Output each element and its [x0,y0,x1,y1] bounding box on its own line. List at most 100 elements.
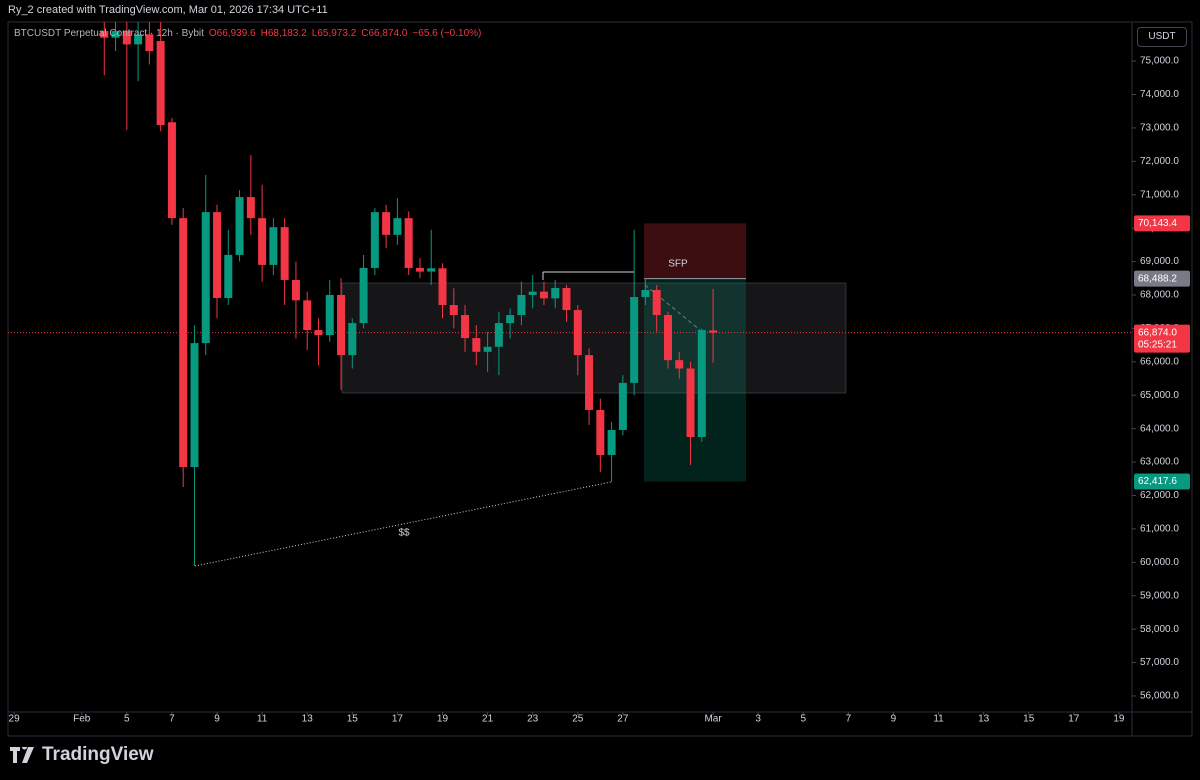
x-tick-label: Mar [704,714,722,725]
ohlc-value: L65,973.2 [311,28,357,39]
x-tick-label: 11 [933,714,944,725]
price-label: 66,874.0 [1138,327,1177,338]
candle-body [709,330,718,333]
price-label-box [1134,473,1190,490]
x-tick-label: 9 [891,714,897,725]
brand: TradingView [10,744,154,766]
price-label: 70,143.4 [1138,218,1177,229]
legend: BTCUSDT Perpetual Contract · 12h · Bybit… [14,28,481,39]
x-tick-label: 5 [124,714,130,725]
y-tick-label: 62,000.0 [1140,490,1179,501]
x-tick-label: 29 [9,714,21,725]
candle-body [506,315,515,324]
candle-body [269,227,278,265]
y-tick-label: 59,000.0 [1140,590,1179,601]
candle-body [483,346,492,352]
candle-body [618,382,627,430]
candle-body [145,34,154,52]
candle-body [314,330,323,336]
candle-body [494,323,503,347]
x-tick-label: 17 [392,714,404,725]
candle-body [348,323,357,356]
price-label-box [1134,324,1190,353]
y-tick-label: 63,000.0 [1140,457,1179,468]
candle-body [291,279,300,301]
candle-body [641,289,650,297]
candle-body [393,218,402,235]
x-tick-label: 19 [437,714,449,725]
ohlc-value: C66,874.0 [361,28,408,39]
x-tick-label: 7 [169,714,175,725]
plot [8,22,1132,567]
x-tick-label: Feb [73,714,91,725]
x-tick-label: 25 [572,714,584,725]
brand-logo [10,747,34,763]
countdown: 05:25:21 [1138,339,1177,350]
candle-body [325,294,334,336]
candle-body [663,315,672,361]
candle-body [134,34,143,45]
x-tick-label: 9 [214,714,220,725]
candle-body [404,218,413,268]
x-tick-label: 23 [527,714,539,725]
y-tick-label: 73,000.0 [1140,123,1179,134]
y-tick-label: 68,000.0 [1140,290,1179,301]
y-tick-label: 64,000.0 [1140,423,1179,434]
candle-body [517,294,526,316]
candle-body [539,291,548,299]
currency-button[interactable]: USDT [1137,27,1187,47]
x-tick-label: 3 [755,714,761,725]
x-tick-label: 15 [347,714,359,725]
x-tick-label: 17 [1068,714,1080,725]
candle-body [246,197,255,219]
candle-body [585,355,594,410]
candle-body [280,227,289,280]
candle-body [697,330,706,438]
candle-body [607,429,616,456]
candle-body [201,212,210,344]
liquidity-label: $$ [398,528,410,539]
candle-body [472,338,481,352]
y-tick-label: 57,000.0 [1140,657,1179,668]
y-tick-label: 71,000.0 [1140,189,1179,200]
x-tick-label: 13 [978,714,990,725]
x-tick-label: 7 [846,714,852,725]
candle-body [122,31,131,45]
y-tick-label: 58,000.0 [1140,624,1179,635]
ohlc-value: H68,183.2 [260,28,307,39]
brand-name: TradingView [42,744,154,765]
candle-body [686,368,695,438]
candle-body [675,360,684,369]
price-label-box [1134,270,1190,287]
candle-body [630,296,639,383]
candle-body [179,218,188,468]
candle-body [573,310,582,356]
attribution: Ry_2 created with TradingView.com, Mar 0… [8,4,328,16]
sfp-label: SFP [668,259,688,270]
y-tick-label: 74,000.0 [1140,89,1179,100]
y-tick-label: 69,000.0 [1140,256,1179,267]
candle-body [382,212,391,235]
candle-body [652,289,661,316]
candle-body [303,300,312,331]
target-zone [644,278,746,482]
candle-body [190,343,199,468]
candle-body [224,254,233,298]
price-label: 68,488.2 [1138,273,1177,284]
price-label: 62,417.6 [1138,476,1177,487]
chart: SFP $$ 56,000.0 57,000.0 58,000.0 59,000.0 6… [7,21,1193,737]
candle-body [449,305,458,316]
candle-body [427,268,436,272]
projection-line [644,284,701,331]
candle-body [235,197,244,255]
candle-body [461,315,470,339]
range-box [341,282,847,394]
candle-body [213,212,222,298]
candle-body [100,31,109,38]
candle-body [156,41,165,126]
candle-body [111,31,120,38]
candle-body [562,287,571,311]
stop-zone [644,223,746,279]
candle-body [438,268,447,306]
candle-body [337,294,346,356]
